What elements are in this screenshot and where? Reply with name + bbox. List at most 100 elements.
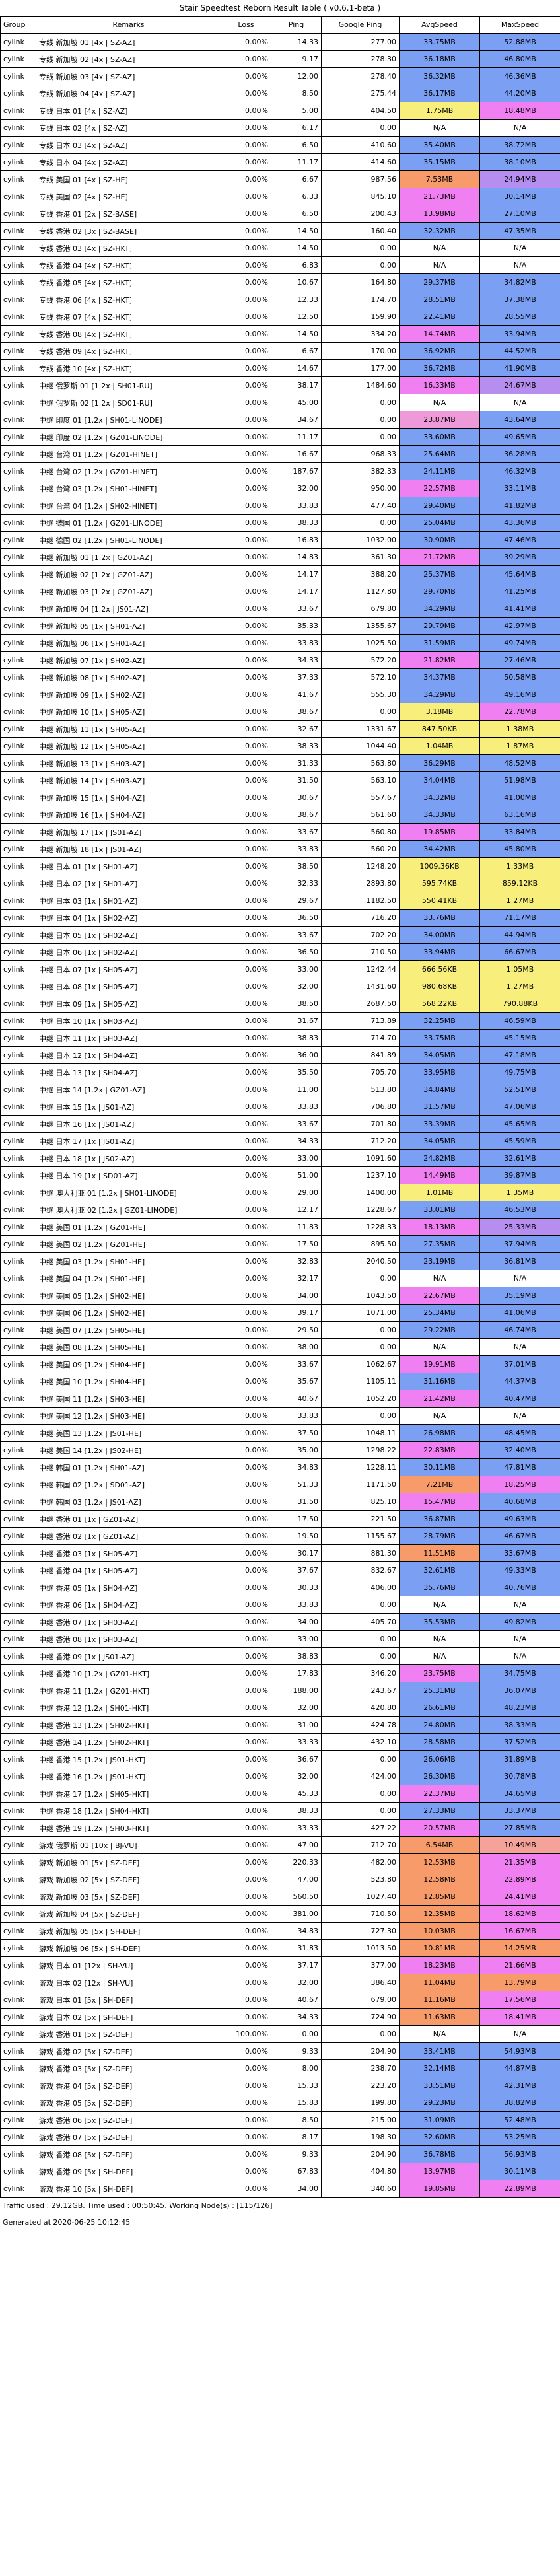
cell-loss: 0.00%	[221, 1252, 271, 1270]
cell-max-speed: 33.11MB	[479, 480, 560, 497]
cell-ping: 32.33	[271, 875, 322, 892]
cell-ping: 33.83	[271, 1098, 322, 1116]
cell-avg-speed: 26.30MB	[399, 1768, 480, 1785]
cell-google-ping: 881.30	[321, 1544, 400, 1562]
cell-remarks: 游戏 新加坡 03 [5x | SZ-DEF]	[36, 1888, 221, 1906]
table-row: cylink 中继 日本 17 [1x | JS01-AZ] 0.00% 34.33 7…	[0, 1132, 560, 1150]
cell-group: cylink	[0, 548, 36, 566]
table-row: cylink 中继 新加坡 17 [1x | JS01-AZ] 0.00% 33.67…	[0, 823, 560, 841]
cell-ping: 6.50	[271, 205, 322, 223]
cell-avg-speed: 36.92MB	[399, 342, 480, 360]
cell-loss: 0.00%	[221, 1682, 271, 1699]
cell-loss: 0.00%	[221, 1664, 271, 1682]
table-row: cylink 游戏 香港 07 [5x | SZ-DEF] 0.00% 8.17 198…	[0, 2128, 560, 2146]
cell-remarks: 专线 香港 04 [4x | SZ-HKT]	[36, 256, 221, 274]
cell-group: cylink	[0, 875, 36, 892]
cell-ping: 36.50	[271, 909, 322, 927]
cell-ping: 14.33	[271, 33, 322, 51]
cell-loss: 0.00%	[221, 291, 271, 308]
cell-group: cylink	[0, 428, 36, 446]
table-row: cylink 中继 香港 17 [1.2x | SH05-HKT] 0.00% 45.…	[0, 1785, 560, 1803]
cell-ping: 30.33	[271, 1579, 322, 1596]
cell-ping: 14.17	[271, 583, 322, 600]
cell-remarks: 游戏 新加坡 05 [5x | SH-DEF]	[36, 1922, 221, 1940]
table-row: cylink 中继 澳大利亚 02 [1.2x | GZ01-LINODE] 0.0…	[0, 1201, 560, 1219]
cell-loss: 0.00%	[221, 720, 271, 738]
cell-group: cylink	[0, 1252, 36, 1270]
cell-remarks: 专线 香港 03 [4x | SZ-HKT]	[36, 239, 221, 257]
cell-ping: 34.00	[271, 1287, 322, 1305]
cell-avg-speed: 34.32MB	[399, 789, 480, 806]
cell-group: cylink	[0, 2145, 36, 2163]
cell-ping: 37.33	[271, 668, 322, 686]
cell-group: cylink	[0, 995, 36, 1013]
cell-remarks: 游戏 香港 07 [5x | SZ-DEF]	[36, 2128, 221, 2146]
cell-remarks: 中继 美国 14 [1.2x | JS02-HE]	[36, 1441, 221, 1459]
table-row: cylink 中继 新加坡 13 [1x | SH03-AZ] 0.00% 31.33…	[0, 754, 560, 772]
cell-loss: 0.00%	[221, 703, 271, 721]
cell-loss: 0.00%	[221, 1510, 271, 1528]
cell-avg-speed: 36.32MB	[399, 67, 480, 85]
cell-google-ping: 1242.44	[321, 960, 400, 978]
cell-google-ping: 679.80	[321, 600, 400, 618]
table-row: cylink 专线 香港 04 [4x | SZ-HKT] 0.00% 6.83 0.0…	[0, 256, 560, 274]
cell-loss: 0.00%	[221, 153, 271, 171]
cell-loss: 0.00%	[221, 1836, 271, 1854]
cell-loss: 0.00%	[221, 2008, 271, 2026]
cell-max-speed: N/A	[479, 1630, 560, 1648]
cell-avg-speed: N/A	[399, 2025, 480, 2043]
cell-group: cylink	[0, 102, 36, 120]
cell-remarks: 中继 日本 16 [1x | JS01-AZ]	[36, 1115, 221, 1133]
cell-ping: 9.33	[271, 2042, 322, 2060]
cell-remarks: 中继 美国 13 [1.2x | JS01-HE]	[36, 1424, 221, 1442]
cell-loss: 0.00%	[221, 1733, 271, 1751]
cell-group: cylink	[0, 651, 36, 669]
cell-ping: 34.00	[271, 2180, 322, 2198]
cell-max-speed: 49.16MB	[479, 686, 560, 703]
cell-max-speed: 18.41MB	[479, 2008, 560, 2026]
cell-google-ping: 427.22	[321, 1819, 400, 1837]
cell-ping: 560.50	[271, 1888, 322, 1906]
cell-max-speed: 32.40MB	[479, 1441, 560, 1459]
cell-group: cylink	[0, 1338, 36, 1356]
cell-avg-speed: 31.59MB	[399, 634, 480, 652]
cell-google-ping: 377.00	[321, 1956, 400, 1974]
cell-google-ping: 2687.50	[321, 995, 400, 1013]
cell-max-speed: 33.67MB	[479, 1544, 560, 1562]
cell-remarks: 中继 香港 16 [1.2x | JS01-HKT]	[36, 1768, 221, 1785]
cell-google-ping: 1044.40	[321, 737, 400, 755]
table-row: cylink 中继 美国 01 [1.2x | GZ01-HE] 0.00% 11.8…	[0, 1218, 560, 1236]
cell-remarks: 专线 美国 01 [4x | SZ-HE]	[36, 170, 221, 188]
cell-ping: 30.67	[271, 789, 322, 806]
cell-ping: 34.00	[271, 1613, 322, 1631]
cell-group: cylink	[0, 480, 36, 497]
cell-google-ping: 0.00	[321, 428, 400, 446]
cell-max-speed: 859.12KB	[479, 875, 560, 892]
cell-group: cylink	[0, 1270, 36, 1287]
cell-remarks: 游戏 日本 01 [12x | SH-VU]	[36, 1956, 221, 1974]
table-row: cylink 游戏 香港 08 [5x | SZ-DEF] 0.00% 9.33 204…	[0, 2145, 560, 2163]
cell-remarks: 中继 香港 04 [1x | SH05-AZ]	[36, 1561, 221, 1579]
cell-max-speed: 52.88MB	[479, 33, 560, 51]
cell-loss: 0.00%	[221, 1991, 271, 2009]
cell-max-speed: 30.14MB	[479, 188, 560, 205]
cell-remarks: 中继 韩国 02 [1.2x | SD01-AZ]	[36, 1476, 221, 1493]
cell-remarks: 中继 日本 06 [1x | SH02-AZ]	[36, 943, 221, 961]
cell-google-ping: 825.10	[321, 1493, 400, 1511]
cell-google-ping: 563.10	[321, 771, 400, 789]
cell-google-ping: 705.70	[321, 1063, 400, 1081]
cell-group: cylink	[0, 789, 36, 806]
cell-max-speed: 51.98MB	[479, 771, 560, 789]
cell-max-speed: 27.46MB	[479, 651, 560, 669]
cell-remarks: 中继 新加坡 09 [1x | SH02-AZ]	[36, 686, 221, 703]
cell-loss: 0.00%	[221, 978, 271, 995]
table-row: cylink 专线 美国 01 [4x | SZ-HE] 0.00% 6.67 987.…	[0, 170, 560, 188]
cell-loss: 0.00%	[221, 119, 271, 137]
cell-ping: 33.67	[271, 600, 322, 618]
cell-avg-speed: 25.31MB	[399, 1682, 480, 1699]
cell-max-speed: 54.93MB	[479, 2042, 560, 2060]
cell-ping: 15.83	[271, 2094, 322, 2112]
cell-max-speed: 25.33MB	[479, 1218, 560, 1236]
cell-group: cylink	[0, 1493, 36, 1511]
cell-remarks: 中继 日本 15 [1x | JS01-AZ]	[36, 1098, 221, 1116]
